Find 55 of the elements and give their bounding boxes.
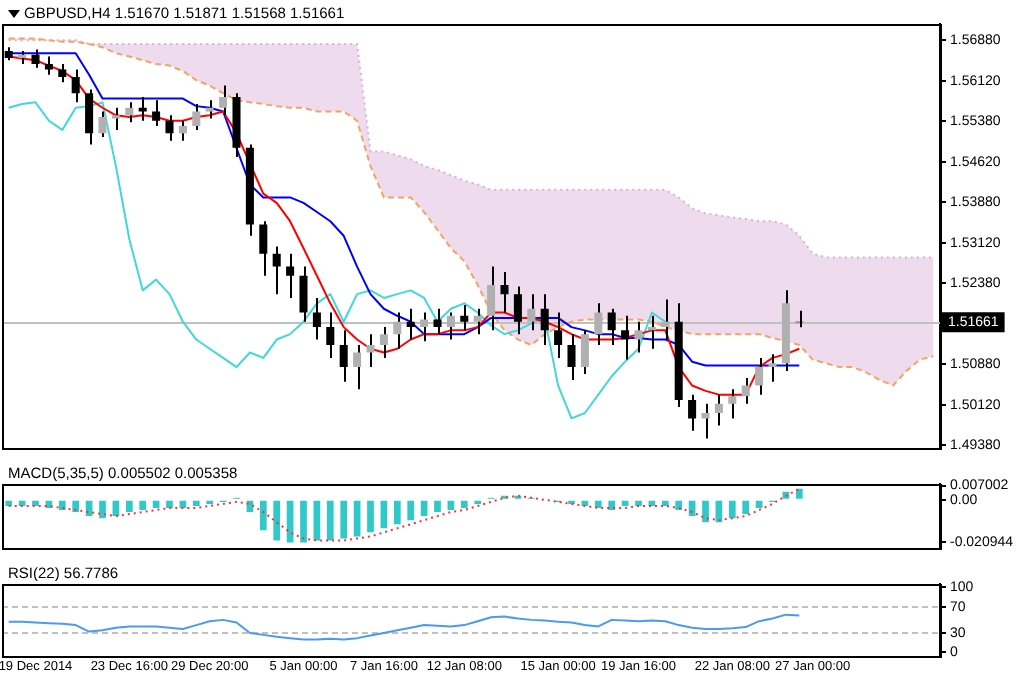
candlestick	[192, 102, 201, 131]
candlestick	[125, 101, 134, 124]
candlestick	[487, 265, 496, 332]
candlestick	[420, 311, 429, 343]
candlestick	[326, 311, 335, 359]
candlestick	[607, 307, 616, 346]
candlestick	[379, 326, 388, 359]
candlestick	[594, 302, 603, 346]
candlestick	[714, 393, 723, 427]
candlestick	[433, 307, 442, 336]
candlestick	[621, 314, 630, 361]
candlestick	[178, 119, 187, 142]
candlestick	[768, 353, 777, 383]
candlestick	[540, 293, 549, 346]
line-series	[7, 487, 801, 542]
candlestick	[567, 333, 576, 382]
candlestick	[98, 110, 107, 138]
candlestick	[312, 296, 321, 341]
candlestick	[71, 68, 80, 104]
candlestick	[661, 298, 670, 341]
candlestick	[219, 84, 228, 117]
candlestick	[513, 285, 522, 336]
candlestick	[446, 311, 455, 341]
candlestick	[339, 329, 348, 383]
candlestick	[701, 402, 710, 440]
candlestick	[580, 329, 589, 376]
candlestick	[152, 99, 161, 128]
candlestick	[111, 106, 120, 131]
candlestick	[460, 303, 469, 332]
candlestick	[58, 62, 67, 84]
line-series	[7, 39, 935, 259]
candlestick	[500, 271, 509, 314]
candlestick	[647, 314, 656, 350]
candlestick	[473, 307, 482, 336]
candlestick	[299, 265, 308, 323]
candlestick	[44, 55, 53, 76]
candlestick	[85, 88, 94, 146]
candlestick	[366, 333, 375, 369]
candlestick	[755, 356, 764, 396]
candlestick	[393, 311, 402, 350]
candlestick	[353, 343, 362, 391]
candlestick	[138, 95, 147, 122]
candlestick	[527, 293, 536, 332]
candlestick	[205, 99, 214, 120]
candlestick	[31, 48, 40, 69]
candlestick	[728, 388, 737, 420]
candlestick	[554, 311, 563, 359]
candlestick	[406, 307, 415, 341]
candlestick	[741, 376, 750, 405]
candlestick	[688, 393, 697, 432]
candlestick	[286, 252, 295, 299]
candlestick	[259, 220, 268, 277]
candlestick	[272, 245, 281, 296]
candlestick	[165, 114, 174, 142]
candlestick	[634, 320, 643, 354]
